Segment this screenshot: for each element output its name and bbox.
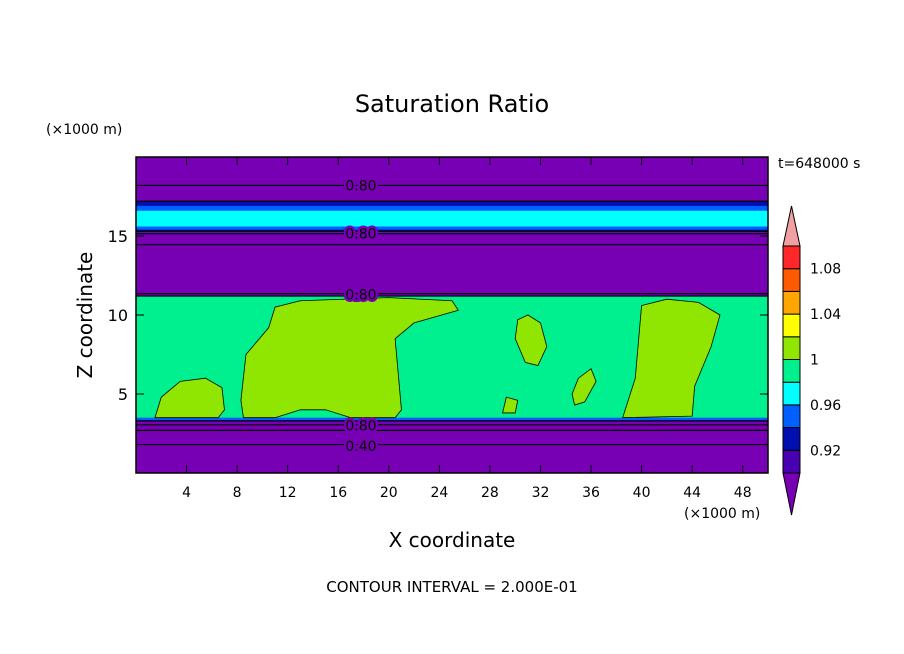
y-tick-label: 5 xyxy=(118,385,128,404)
contour-label: 0.80 xyxy=(345,227,376,243)
colorbar-label: 1.04 xyxy=(810,307,841,323)
x-tick-label: 48 xyxy=(734,485,752,501)
x-unit: (×1000 m) xyxy=(684,506,760,522)
time-label: t=648000 s xyxy=(778,156,860,172)
colorbar-triangle xyxy=(782,205,801,247)
contour-region xyxy=(514,314,548,367)
x-tick-label: 40 xyxy=(633,485,651,501)
contour-label: 0.80 xyxy=(345,178,376,194)
colorbar-triangle xyxy=(782,472,801,516)
colorbar-box xyxy=(782,313,801,338)
colorbar-label: 1.08 xyxy=(810,262,841,278)
x-tick-label: 36 xyxy=(582,485,600,501)
x-tick-label: 44 xyxy=(683,485,701,501)
colorbar-box xyxy=(782,381,801,406)
contour-region xyxy=(136,210,768,227)
x-tick-label: 32 xyxy=(532,485,550,501)
colorbar-box xyxy=(782,245,801,270)
x-tick-label: 16 xyxy=(329,485,347,501)
y-tick-label: 10 xyxy=(108,306,128,325)
colorbar-box xyxy=(782,404,801,429)
contour-region xyxy=(502,396,519,414)
x-tick-label: 28 xyxy=(481,485,499,501)
contour-label: 0.80 xyxy=(345,419,376,435)
contour-label: 0.40 xyxy=(345,439,376,455)
y-unit: (×1000 m) xyxy=(46,122,122,138)
colorbar-box xyxy=(782,336,801,360)
contour-region xyxy=(240,297,459,419)
x-tick-label: 20 xyxy=(380,485,398,501)
contour-region xyxy=(136,417,768,421)
contour-label: 0.80 xyxy=(345,287,376,303)
colorbar-label: 0.92 xyxy=(810,443,841,459)
x-tick-label: 8 xyxy=(233,485,242,501)
colorbar-label: 1 xyxy=(810,353,819,369)
colorbar-label: 0.96 xyxy=(810,398,841,414)
x-tick-label: 24 xyxy=(430,485,448,501)
x-tick-label: 12 xyxy=(279,485,297,501)
footer: CONTOUR INTERVAL = 2.000E-01 xyxy=(326,578,577,596)
contour-region xyxy=(154,377,225,419)
contour-region xyxy=(622,298,721,419)
colorbar-box xyxy=(782,427,801,451)
y-label: Z coordinate xyxy=(73,252,97,379)
x-label: X coordinate xyxy=(389,528,516,552)
chart-title: Saturation Ratio xyxy=(355,90,549,118)
colorbar-box xyxy=(782,290,801,315)
x-tick-label: 4 xyxy=(182,485,191,501)
colorbar-box xyxy=(782,449,801,474)
colorbar-box xyxy=(782,359,801,383)
colorbar-box xyxy=(782,268,801,292)
y-tick-label: 15 xyxy=(108,227,128,246)
contour-region xyxy=(571,368,597,406)
